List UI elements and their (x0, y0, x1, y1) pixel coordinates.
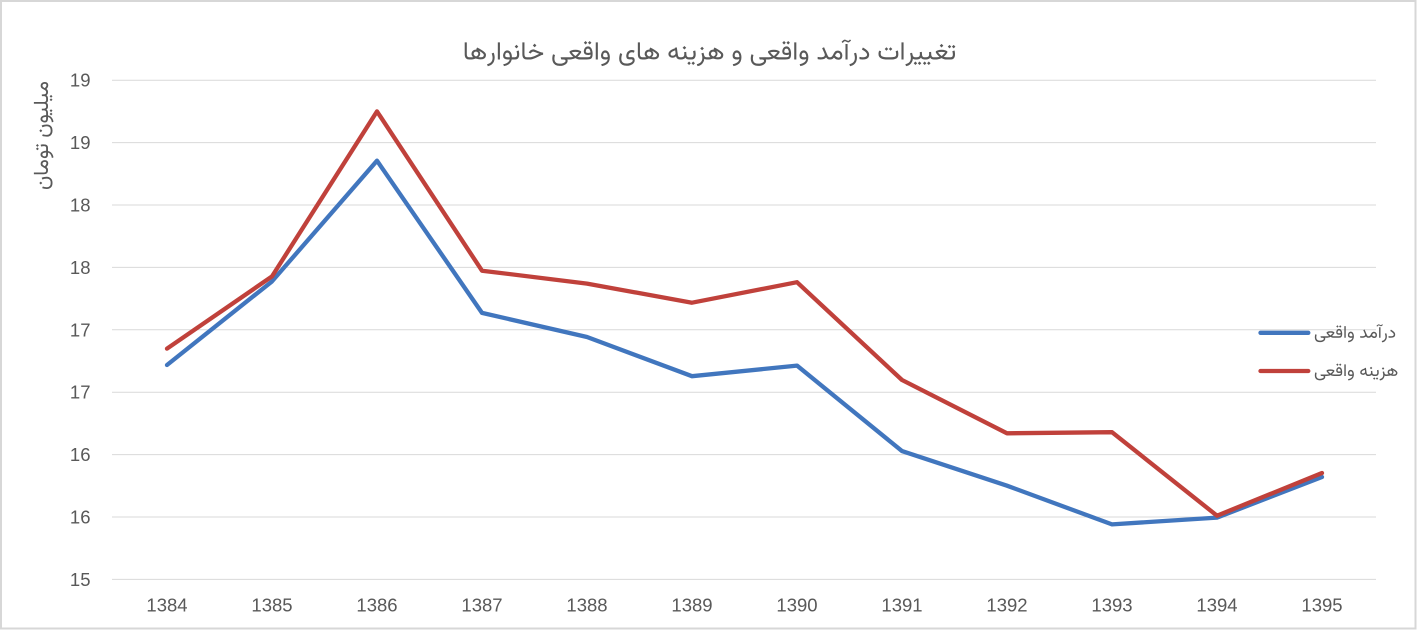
svg-text:1386: 1386 (356, 595, 397, 616)
svg-text:17: 17 (70, 319, 91, 340)
svg-text:1387: 1387 (461, 595, 502, 616)
svg-text:19: 19 (70, 132, 91, 153)
svg-text:19: 19 (70, 70, 91, 91)
svg-text:17: 17 (70, 382, 91, 403)
svg-text:1384: 1384 (146, 595, 187, 616)
svg-text:1391: 1391 (881, 595, 922, 616)
svg-text:1389: 1389 (671, 595, 712, 616)
svg-text:1395: 1395 (1301, 595, 1342, 616)
svg-text:1388: 1388 (566, 595, 607, 616)
svg-text:1390: 1390 (776, 595, 817, 616)
svg-text:1392: 1392 (986, 595, 1027, 616)
svg-text:1394: 1394 (1196, 595, 1237, 616)
svg-text:18: 18 (70, 257, 91, 278)
svg-text:1385: 1385 (251, 595, 292, 616)
svg-text:16: 16 (70, 507, 91, 528)
svg-text:1393: 1393 (1091, 595, 1132, 616)
svg-text:16: 16 (70, 444, 91, 465)
svg-text:18: 18 (70, 195, 91, 216)
svg-text:15: 15 (70, 569, 91, 590)
